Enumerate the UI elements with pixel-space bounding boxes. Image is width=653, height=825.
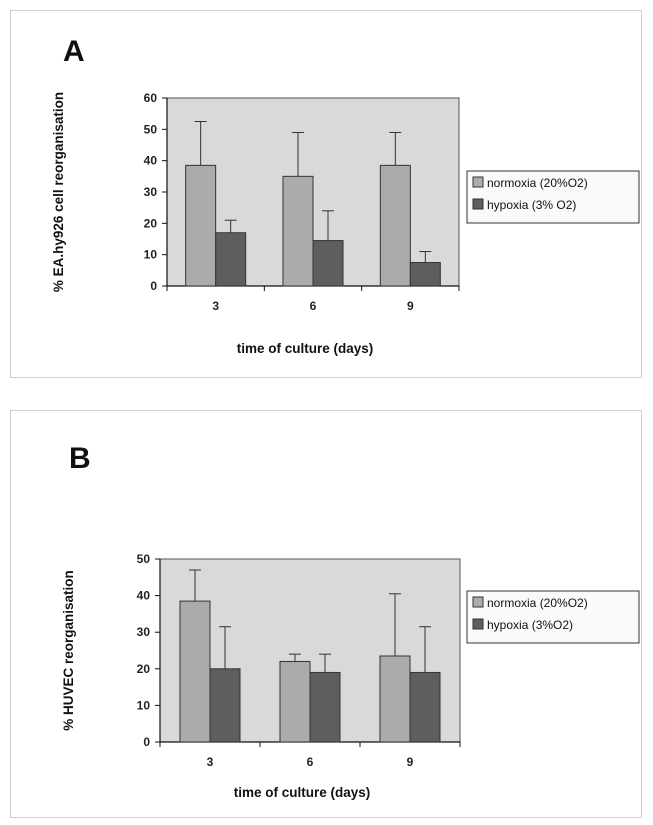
normoxia-legend-swatch — [472, 176, 484, 188]
hypoxia-bar — [309, 671, 341, 743]
y-tick-label: 50 — [144, 122, 158, 136]
hypoxia-bar — [409, 262, 441, 287]
y-tick-label: 40 — [137, 589, 151, 603]
bar-chart-a: A 0 10 20 30 40 50 60 3 6 9 % EA.hy926 cell reorgan… — [51, 35, 640, 356]
x-tick-label: 9 — [407, 299, 414, 313]
hypoxia-bar — [215, 232, 247, 287]
x-tick-label: 6 — [310, 299, 317, 313]
y-tick-label: 10 — [144, 248, 158, 262]
y-tick-label: 20 — [144, 216, 158, 230]
y-tick-label: 30 — [144, 185, 158, 199]
legend-label: normoxia (20%O2) — [487, 176, 588, 190]
x-tick-label: 9 — [407, 755, 414, 769]
y-tick-label: 20 — [137, 662, 151, 676]
legend-label: hypoxia (3% O2) — [487, 198, 576, 212]
legend-box — [466, 590, 640, 644]
panel-letter: B — [69, 442, 91, 475]
normoxia-bar — [379, 164, 411, 287]
bar-chart-b: B 0 10 20 30 40 50 3 6 9 % HUVEC reorganisation tim… — [61, 442, 640, 800]
normoxia-bar — [179, 600, 211, 743]
normoxia-bar — [185, 164, 217, 287]
legend-label: normoxia (20%O2) — [487, 596, 588, 610]
y-axis-title: % EA.hy926 cell reorganisation — [51, 92, 66, 292]
y-tick-label: 10 — [137, 698, 151, 712]
y-tick-label: 50 — [137, 552, 151, 566]
chart-panel-a: A 0 10 20 30 40 50 60 3 6 9 % EA.hy926 cell reorgan… — [10, 10, 642, 378]
legend-label: hypoxia (3%O2) — [487, 618, 573, 632]
legend-box — [466, 170, 640, 224]
y-tick-label: 30 — [137, 625, 151, 639]
normoxia-legend-swatch — [472, 596, 484, 608]
normoxia-bar — [279, 660, 311, 743]
y-tick-label: 40 — [144, 154, 158, 168]
normoxia-bar — [379, 655, 411, 743]
y-tick-label: 60 — [144, 91, 158, 105]
panel-letter: A — [63, 35, 85, 68]
y-axis-title: % HUVEC reorganisation — [61, 570, 76, 731]
chart-panel-b: B 0 10 20 30 40 50 3 6 9 % HUVEC reorganisation tim… — [10, 410, 642, 818]
y-tick-label: 0 — [150, 279, 157, 293]
x-axis-title: time of culture (days) — [237, 341, 374, 356]
hypoxia-bar — [209, 668, 241, 743]
hypoxia-bar — [409, 671, 441, 743]
x-tick-label: 3 — [212, 299, 219, 313]
hypoxia-bar — [312, 240, 344, 287]
y-tick-label: 0 — [143, 735, 150, 749]
x-tick-label: 3 — [207, 755, 214, 769]
x-axis-title: time of culture (days) — [234, 785, 371, 800]
normoxia-bar — [282, 175, 314, 287]
hypoxia-legend-swatch — [472, 198, 484, 210]
hypoxia-legend-swatch — [472, 618, 484, 630]
x-tick-label: 6 — [307, 755, 314, 769]
